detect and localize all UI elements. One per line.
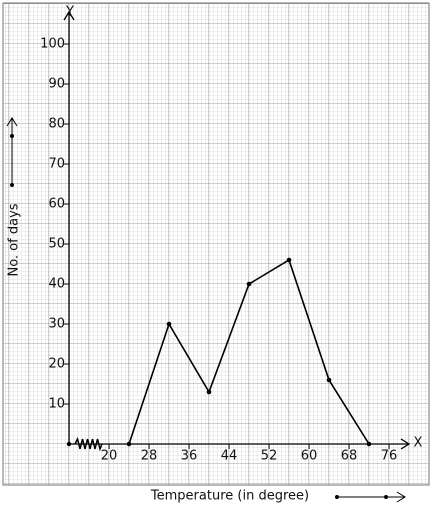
point (166, 321, 172, 327)
y-tick-label: 30 (48, 317, 65, 332)
y-tick-label: 90 (48, 77, 65, 92)
x-tick-label: 28 (141, 449, 158, 464)
x-tick-label: 36 (181, 449, 198, 464)
x-arrow-decoration (337, 491, 406, 503)
x-tick-label: 68 (341, 449, 358, 464)
decoration-dot (335, 495, 339, 499)
y-arrow-decoration (6, 117, 18, 185)
decoration-dot (10, 134, 14, 138)
x-axis-label: Temperature (in degree) (150, 489, 309, 504)
y-tick-label: 20 (48, 357, 65, 372)
origin-dot (66, 441, 72, 447)
point (326, 377, 332, 383)
y-tick-label: 10 (48, 397, 65, 412)
y-tick-label: 100 (40, 37, 65, 52)
y-tick-label: 60 (48, 197, 65, 212)
point (366, 441, 372, 447)
decoration-dot (384, 495, 388, 499)
x-axis (69, 438, 411, 450)
x-tick-label: 44 (221, 449, 238, 464)
x-tick-label: 20 (101, 449, 118, 464)
y-axis-label: No. of days (7, 203, 22, 276)
decoration-dot (10, 183, 14, 187)
x-tick-label: 76 (381, 449, 398, 464)
point (286, 257, 292, 263)
point (246, 281, 252, 287)
graph-paper (2, 2, 430, 486)
x-tick-label: 52 (261, 449, 278, 464)
y-tick-label: 70 (48, 157, 65, 172)
point (206, 389, 212, 395)
point (126, 441, 132, 447)
x-axis-name: X (414, 436, 423, 451)
x-tick-label: 60 (301, 449, 318, 464)
y-tick-label: 80 (48, 117, 65, 132)
y-tick-label: 50 (48, 237, 65, 252)
y-tick-label: 40 (48, 277, 65, 292)
